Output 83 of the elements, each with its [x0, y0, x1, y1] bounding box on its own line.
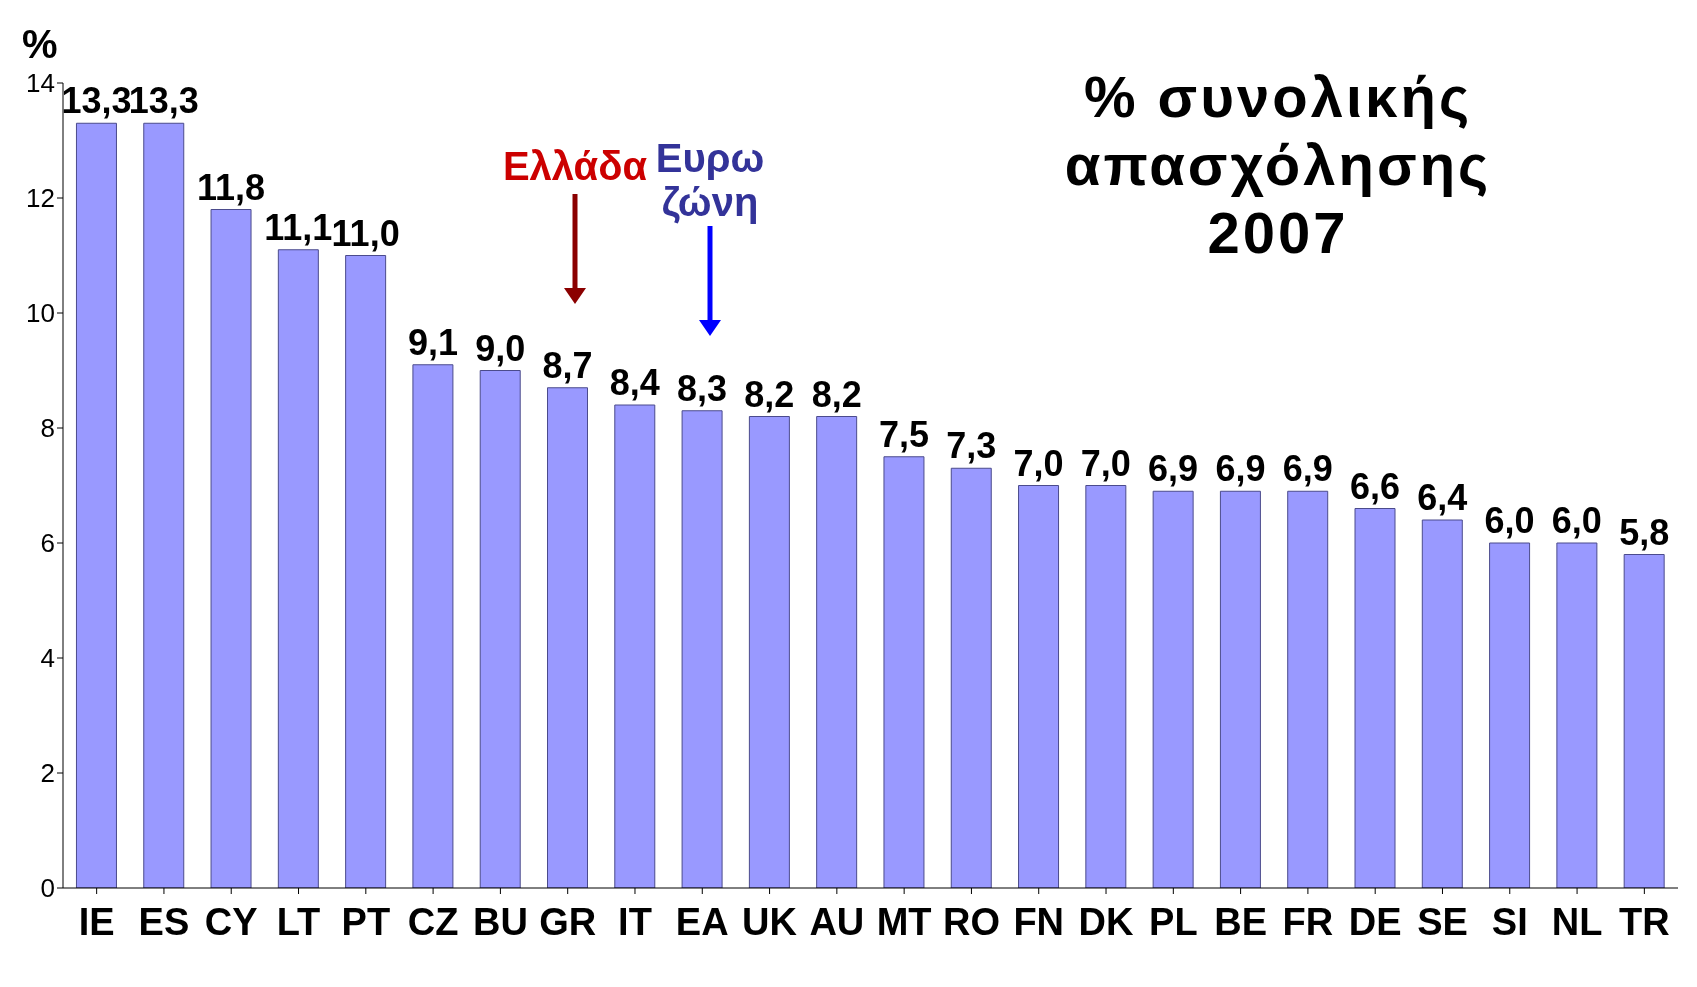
x-tick-label: BE	[1214, 900, 1267, 943]
bar	[681, 410, 723, 888]
x-tick-label: PL	[1149, 900, 1198, 943]
x-tick-label: IT	[618, 900, 652, 943]
x-tick-label: DK	[1078, 900, 1135, 943]
bar	[210, 209, 252, 888]
bar	[748, 416, 790, 888]
y-tick-label: 0	[40, 873, 55, 904]
bar	[412, 364, 454, 888]
data-label: 11,1	[264, 206, 333, 248]
data-label: 8,3	[677, 367, 728, 409]
x-tick-label: EA	[675, 900, 729, 943]
bar	[614, 404, 656, 888]
bar	[1556, 542, 1598, 888]
data-label: 6,0	[1484, 500, 1535, 541]
x-tick-label: AU	[809, 900, 865, 943]
y-tick-label: 2	[40, 758, 55, 789]
data-label: 7,0	[1080, 442, 1131, 484]
text: % συνολικής απασχόλησης 2007	[1063, 63, 1493, 267]
bar	[345, 255, 387, 888]
data-label: 6,9	[1148, 448, 1199, 490]
bar	[950, 467, 992, 888]
data-label: 9,0	[475, 327, 526, 369]
x-tick-label: ES	[138, 900, 190, 943]
bar	[1085, 485, 1127, 888]
data-label: 11,0	[331, 212, 400, 254]
x-tick-label: LT	[276, 900, 321, 943]
x-tick-label: MT	[876, 900, 932, 943]
data-label: 5,8	[1619, 511, 1670, 553]
data-label: 6,4	[1417, 477, 1468, 518]
data-label: 8,7	[542, 344, 593, 386]
bar	[1623, 554, 1665, 888]
bar	[1152, 490, 1194, 888]
y-tick-label: 14	[26, 68, 55, 99]
x-tick-label: RO	[942, 900, 1000, 943]
data-label: 13,3	[61, 80, 132, 122]
data-label: 6,0	[1551, 500, 1602, 541]
bar	[143, 122, 185, 888]
data-label: 8,2	[811, 373, 862, 415]
x-tick-label: NL	[1551, 900, 1603, 943]
bar	[1018, 485, 1060, 888]
x-tick-label: DE	[1348, 900, 1402, 943]
x-tick-label: SI	[1491, 900, 1528, 943]
bar	[1421, 519, 1463, 888]
y-tick-label: 10	[26, 298, 55, 329]
bar	[75, 122, 117, 888]
x-tick-label: SE	[1417, 900, 1468, 943]
data-label: 11,8	[196, 166, 266, 208]
data-label: 6,9	[1215, 448, 1266, 490]
data-label: 7,0	[1013, 442, 1064, 484]
y-tick-label: 6	[40, 528, 55, 559]
data-label: 7,5	[878, 413, 929, 455]
x-tick-label: PT	[341, 900, 391, 943]
data-label: 6,6	[1349, 465, 1401, 507]
bar	[1489, 542, 1531, 888]
data-label: 6,9	[1282, 448, 1333, 490]
bar	[277, 249, 319, 888]
x-tick-label: BU	[472, 900, 528, 943]
bar	[547, 387, 588, 888]
bar	[479, 370, 521, 888]
x-tick-label: GR	[539, 900, 597, 943]
y-tick-label: 8	[40, 413, 55, 444]
bar	[883, 456, 925, 888]
x-tick-label: FR	[1282, 900, 1334, 943]
bar	[1354, 508, 1396, 888]
x-tick-label: CZ	[407, 900, 459, 943]
bar	[1287, 490, 1329, 888]
y-axis-title: %	[22, 22, 58, 67]
data-label: 9,1	[407, 321, 458, 363]
data-label: 7,3	[946, 425, 997, 467]
x-tick-label: TR	[1619, 900, 1670, 943]
y-tick-label: 12	[26, 183, 55, 214]
x-tick-label: IE	[78, 900, 115, 943]
bar	[816, 416, 858, 888]
x-tick-label: UK	[742, 900, 798, 943]
bar	[1219, 490, 1261, 888]
data-label: 8,2	[744, 373, 795, 415]
annotation: Ελλάδα	[502, 144, 648, 188]
annotation: Ευρω ζώνη	[655, 136, 765, 224]
y-tick-label: 4	[40, 643, 55, 674]
data-label: 8,4	[609, 362, 660, 403]
x-tick-label: CY	[204, 900, 258, 943]
x-tick-label: FN	[1013, 900, 1065, 943]
